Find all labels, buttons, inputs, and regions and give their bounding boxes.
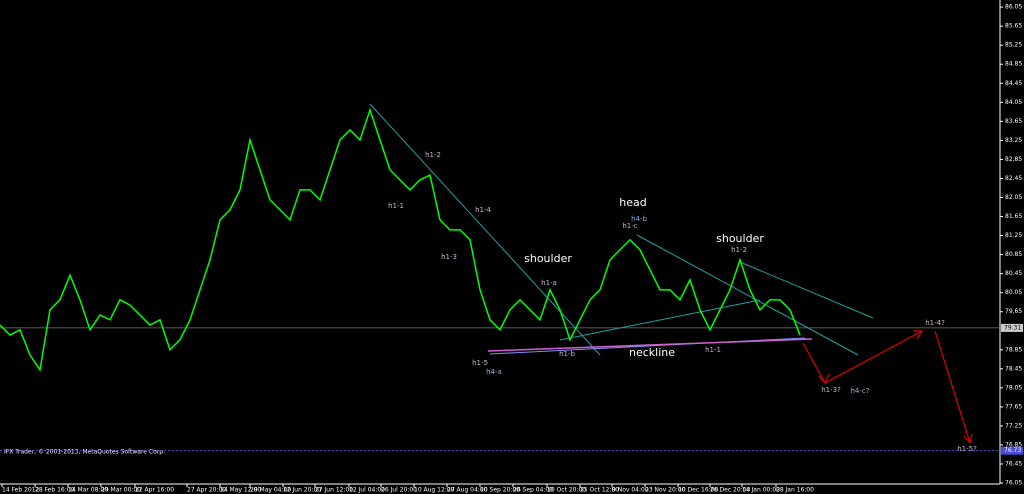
- annotation: h1-3: [441, 253, 457, 261]
- neckline-line: [487, 338, 813, 352]
- y-tick-label: 80.85: [1005, 251, 1022, 258]
- x-tick-label: 14 Mar 08:00: [68, 487, 108, 494]
- y-tick-label: 81.25: [1005, 232, 1022, 239]
- projection-arrow: [824, 330, 923, 384]
- y-tick-label: 77.65: [1005, 403, 1022, 410]
- y-tick-label: 78.85: [1005, 346, 1022, 353]
- x-tick-label: 29 Mar 00:00: [101, 487, 141, 494]
- annotation: h4-b: [631, 215, 647, 223]
- annotation: h1-4: [475, 206, 491, 214]
- x-tick-label: 27 Jun 12:00: [315, 487, 353, 494]
- x-tick-label: 14 Jan 00:00: [742, 487, 780, 494]
- x-tick-label: 28 Feb 16:00: [35, 487, 75, 494]
- y-tick-label: 80.45: [1005, 270, 1022, 277]
- projection-arrow: [934, 330, 971, 444]
- y-tick-label: 78.05: [1005, 384, 1022, 391]
- x-tick-label: 14 Feb 2012: [2, 487, 40, 494]
- annotation: h1-3?: [821, 386, 841, 394]
- annotation: head: [619, 196, 646, 209]
- annotation: h4-a: [486, 368, 502, 376]
- y-tick-label: 82.45: [1005, 175, 1022, 182]
- y-tick-label: 76.05: [1005, 480, 1022, 487]
- price-label: 79.31: [1004, 324, 1021, 331]
- footer: IFX Trader, © 2001-2013, MetaQuotes Soft…: [4, 449, 165, 456]
- annotation: h1-c: [622, 222, 637, 230]
- x-tick-label: 12 Jun 20:00: [283, 487, 321, 494]
- x-tick-label: 10 Dec 16:00: [678, 487, 719, 494]
- y-tick-label: 83.65: [1005, 118, 1022, 125]
- annotation: shoulder: [524, 252, 572, 265]
- x-tick-label: 10 Sep 20:00: [480, 487, 520, 494]
- y-tick-label: 76.85: [1005, 441, 1022, 448]
- y-tick-label: 84.45: [1005, 80, 1022, 87]
- annotation: h4-c?: [851, 387, 870, 395]
- y-tick-label: 86.05: [1005, 4, 1022, 11]
- projection-arrow: [802, 342, 826, 384]
- y-tick-label: 84.05: [1005, 99, 1022, 106]
- y-tick-label: 81.65: [1005, 213, 1022, 220]
- annotation: h1-a: [541, 279, 557, 287]
- annotation: h1-1: [388, 202, 404, 210]
- y-tick-label: 78.45: [1005, 365, 1022, 372]
- arrow-head: [963, 433, 973, 445]
- price-box: [1001, 323, 1023, 332]
- y-tick-label: 83.25: [1005, 137, 1022, 144]
- y-tick-label: 82.85: [1005, 156, 1022, 163]
- x-tick-label: 29 May 04:00: [250, 487, 291, 494]
- price-line-series: [0, 107, 801, 372]
- annotation: shoulder: [716, 232, 764, 245]
- annotation: neckline: [629, 346, 675, 359]
- annotation: h1-5?: [957, 445, 977, 453]
- x-tick-label: 25 Oct 12:00: [580, 487, 619, 494]
- y-tick-label: 84.85: [1005, 61, 1022, 68]
- y-tick-label: 85.25: [1005, 42, 1022, 49]
- alert-box: [1001, 446, 1023, 455]
- annotation: h1-b: [559, 350, 575, 358]
- trend-line: [636, 234, 859, 356]
- x-tick-label: 27 Apr 20:00: [187, 487, 226, 494]
- alert-label: 76.73: [1004, 447, 1021, 454]
- annotation: h1-4?: [925, 319, 945, 327]
- x-tick-label: 10 Oct 20:00: [547, 487, 586, 494]
- x-tick-label: 23 Nov 20:00: [645, 487, 686, 494]
- y-tick-label: 79.65: [1005, 308, 1022, 315]
- trend-line: [559, 299, 761, 341]
- y-tick-label: 85.65: [1005, 23, 1022, 30]
- annotation: h1-2: [425, 151, 441, 159]
- y-tick-label: 82.05: [1005, 194, 1022, 201]
- x-tick-label: 10 Aug 12:00: [414, 487, 455, 494]
- x-tick-label: 12 Jul 04:00: [349, 487, 385, 494]
- x-tick-label: 26 Sep 04:00: [513, 487, 553, 494]
- trend-line: [739, 261, 874, 319]
- annotation: h1-2: [731, 246, 747, 254]
- y-tick-label: 80.05: [1005, 289, 1022, 296]
- x-tick-label: 28 Jan 16:00: [776, 487, 814, 494]
- y-tick-label: 77.25: [1005, 422, 1022, 429]
- arrow-head: [913, 330, 924, 340]
- annotation: h1-5: [472, 359, 488, 367]
- x-tick-label: 12 Apr 16:00: [135, 487, 174, 494]
- x-tick-label: 26 Jul 20:00: [381, 487, 417, 494]
- x-tick-label: 26 Dec 20:00: [710, 487, 751, 494]
- x-tick-label: 27 Aug 04:00: [447, 487, 488, 494]
- y-tick-label: 76.45: [1005, 461, 1022, 468]
- x-tick-label: 14 May 12:00: [220, 487, 261, 494]
- x-tick-label: 9 Nov 04:00: [612, 487, 649, 494]
- annotation: h1-1: [705, 346, 721, 354]
